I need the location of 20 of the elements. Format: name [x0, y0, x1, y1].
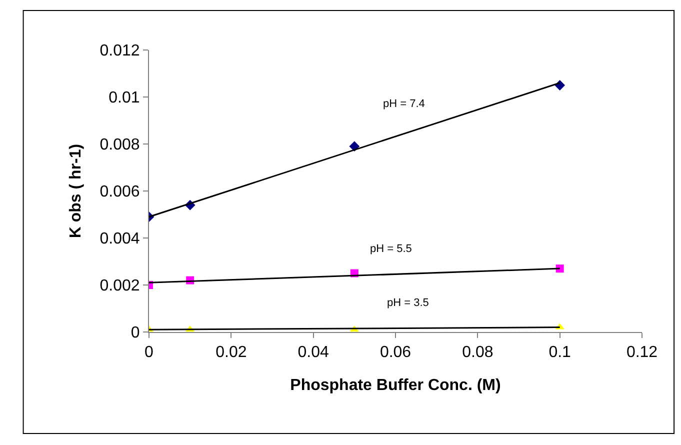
x-axis-title: Phosphate Buffer Conc. (M) [290, 376, 501, 394]
y-tick-label: 0.008 [100, 136, 140, 154]
x-tick-label: 0.1 [548, 344, 572, 362]
series-label: pH = 3.5 [387, 297, 429, 309]
x-tick-label: 0.06 [380, 344, 412, 362]
y-tick-label: 0 [130, 324, 140, 342]
x-tick-label: 0.04 [298, 344, 329, 362]
y-tick-label: 0.006 [100, 184, 140, 201]
x-tick-label: 0.12 [626, 344, 658, 362]
y-tick-label: 0.002 [100, 278, 140, 295]
y-tick-label: 0.012 [100, 42, 140, 60]
x-tick-label: 0.02 [216, 344, 247, 362]
x-tick-label: 0.08 [462, 344, 494, 362]
series-label: pH = 5.5 [370, 243, 412, 255]
y-axis-title: K obs ( hr-1) [68, 144, 85, 238]
y-tick-label: 0.004 [100, 230, 140, 248]
y-tick-label: 0.01 [108, 90, 140, 107]
x-tick-label: 0 [144, 344, 154, 362]
point [556, 264, 564, 273]
series-label: pH = 7.4 [383, 98, 425, 110]
